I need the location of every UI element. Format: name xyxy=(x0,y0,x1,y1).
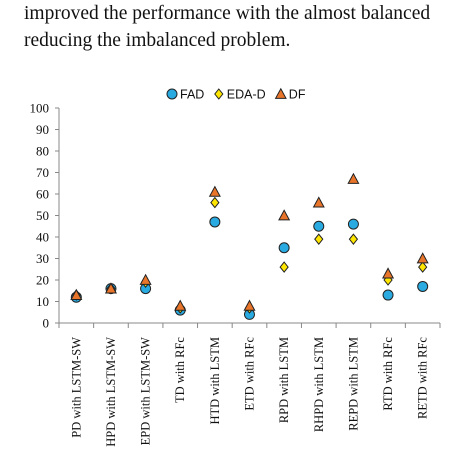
point-df-rhpd-with-lstm xyxy=(312,196,325,208)
legend-label-eda-d: EDA-D xyxy=(227,88,266,102)
y-tick-label-20: 20 xyxy=(36,273,49,288)
point-df-repd-with-lstm xyxy=(347,172,360,184)
y-tick-label-30: 30 xyxy=(36,251,49,266)
point-df-td-with-rfc xyxy=(174,299,187,311)
data-points xyxy=(70,172,429,320)
y-tick-label-40: 40 xyxy=(36,230,49,245)
chart-legend: FAD EDA-D DF xyxy=(166,87,306,102)
point-fad-rhpd-with-lstm xyxy=(313,220,325,232)
point-fad-repd-with-lstm xyxy=(347,218,359,230)
point-fad-retd-with-rfc xyxy=(417,280,429,292)
point-df-epd-with-lstm-sw xyxy=(139,273,152,285)
y-tick-label-0: 0 xyxy=(43,316,50,331)
y-tick-label-60: 60 xyxy=(36,187,49,202)
point-df-pd-with-lstm-sw xyxy=(70,288,83,300)
x-tick-label-repd-with-lstm: REPD with LSTM xyxy=(346,337,360,431)
point-df-etd-with-rfc xyxy=(243,299,256,311)
x-tick-label-rpd-with-lstm: RPD with LSTM xyxy=(277,337,291,423)
x-tick-label-rtd-with-rfc: RTD with RFc xyxy=(381,337,395,411)
legend-marker-df xyxy=(274,87,287,99)
y-tick-label-10: 10 xyxy=(36,294,49,309)
y-tick-label-90: 90 xyxy=(36,122,49,137)
x-tick-label-hpd-with-lstm-sw: HPD with LSTM-SW xyxy=(104,337,118,447)
point-df-rtd-with-rfc xyxy=(382,267,395,279)
point-eda-d-rpd-with-lstm xyxy=(279,261,289,273)
x-tick-label-epd-with-lstm-sw: EPD with LSTM-SW xyxy=(139,337,153,446)
x-tick-label-etd-with-rfc: ETD with RFc xyxy=(243,337,257,411)
body-text-line-1: improved the performance with the almost… xyxy=(24,3,431,24)
point-eda-d-rhpd-with-lstm xyxy=(314,233,324,245)
point-eda-d-retd-with-rfc xyxy=(418,261,428,273)
y-tick-label-80: 80 xyxy=(36,144,49,159)
x-tick-label-pd-with-lstm-sw: PD with LSTM-SW xyxy=(69,337,83,438)
point-eda-d-repd-with-lstm xyxy=(348,233,359,245)
x-tick-label-htd-with-lstm: HTD with LSTM xyxy=(208,337,222,425)
point-fad-htd-with-lstm xyxy=(209,216,221,228)
legend-label-df: DF xyxy=(289,88,306,102)
point-fad-rpd-with-lstm xyxy=(278,242,290,254)
point-eda-d-htd-with-lstm xyxy=(210,196,220,209)
body-text-fragment: improved the performance with the almost… xyxy=(24,0,474,60)
y-axis: 0 10 20 30 40 50 60 70 80 90 100 xyxy=(30,101,60,331)
point-df-htd-with-lstm xyxy=(208,185,221,197)
point-df-hpd-with-lstm-sw xyxy=(104,282,117,294)
y-tick-label-50: 50 xyxy=(36,208,49,223)
point-df-rpd-with-lstm xyxy=(278,209,291,221)
legend-marker-eda-d xyxy=(214,88,224,100)
body-text-line-2: reducing the imbalanced problem. xyxy=(24,30,291,51)
x-tick-label-retd-with-rfc: RETD with RFc xyxy=(416,337,430,419)
x-tick-label-td-with-rfc: TD with RFc xyxy=(173,337,187,403)
y-tick-label-100: 100 xyxy=(30,101,50,116)
legend-marker-fad xyxy=(166,88,178,100)
y-tick-label-70: 70 xyxy=(36,165,49,180)
point-fad-rtd-with-rfc xyxy=(382,289,394,301)
legend-label-fad: FAD xyxy=(180,88,204,102)
x-tick-label-rhpd-with-lstm: RHPD with LSTM xyxy=(312,337,326,432)
point-df-retd-with-rfc xyxy=(416,252,429,264)
x-axis: PD with LSTM-SW HPD with LSTM-SW EPD with … xyxy=(58,322,441,447)
